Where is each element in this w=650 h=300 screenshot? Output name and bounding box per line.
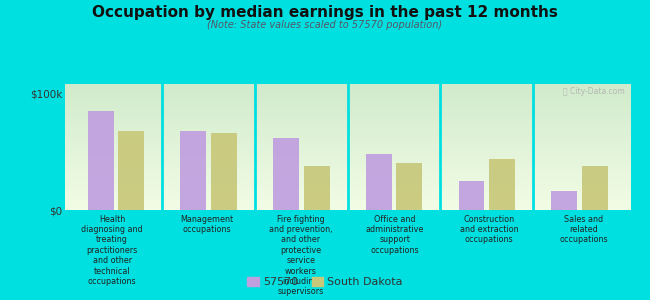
- Bar: [88, 111, 114, 210]
- Text: Fire fighting
and prevention,
and other
protective
service
workers
including
sup: Fire fighting and prevention, and other …: [269, 214, 332, 296]
- Bar: [118, 131, 144, 210]
- Bar: [181, 131, 207, 210]
- Legend: 57570, South Dakota: 57570, South Dakota: [243, 272, 407, 291]
- Bar: [273, 138, 299, 210]
- Text: Construction
and extraction
occupations: Construction and extraction occupations: [460, 214, 519, 244]
- Text: Office and
administrative
support
occupations: Office and administrative support occupa…: [366, 214, 424, 255]
- Bar: [582, 166, 608, 210]
- Bar: [458, 181, 484, 210]
- Text: Management
occupations: Management occupations: [180, 214, 233, 234]
- Bar: [551, 191, 577, 210]
- Bar: [211, 133, 237, 210]
- Text: (Note: State values scaled to 57570 population): (Note: State values scaled to 57570 popu…: [207, 20, 443, 29]
- Bar: [489, 159, 515, 210]
- Bar: [396, 163, 422, 210]
- Bar: [366, 154, 392, 210]
- Text: Sales and
related
occupations: Sales and related occupations: [559, 214, 608, 244]
- Text: Health
diagnosing and
treating
practitioners
and other
technical
occupations: Health diagnosing and treating practitio…: [81, 214, 143, 286]
- Text: Ⓡ City-Data.com: Ⓡ City-Data.com: [563, 86, 625, 95]
- Bar: [304, 166, 330, 210]
- Text: Occupation by median earnings in the past 12 months: Occupation by median earnings in the pas…: [92, 4, 558, 20]
